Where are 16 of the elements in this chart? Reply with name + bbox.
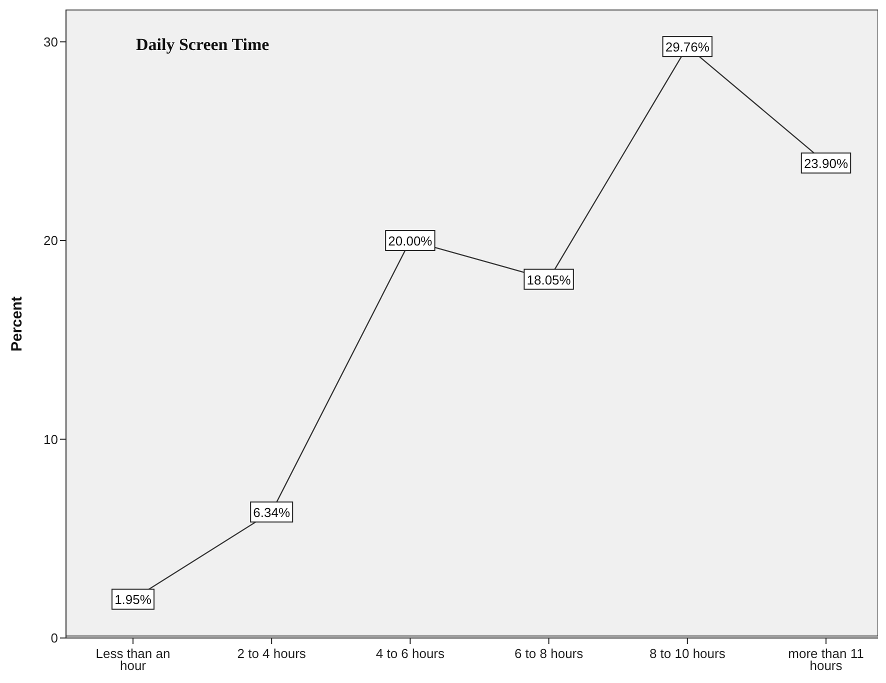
data-label: 18.05% (526, 272, 572, 288)
data-label: 23.90% (804, 156, 848, 172)
data-label: 20.00% (388, 234, 433, 249)
y-axis-title: Percent (8, 296, 26, 352)
y-tick-label: 30 (44, 34, 58, 50)
x-tick-label: 2 to 4 hours (237, 646, 306, 661)
data-label: 29.76% (665, 40, 710, 55)
x-tick-label: 6 to 8 hours (514, 646, 584, 661)
x-tick-label: Less than an hour (96, 646, 170, 673)
x-tick-label: more than 11 hours (788, 646, 864, 673)
text: Daily Screen Time (136, 35, 270, 54)
y-tick-label: 10 (44, 432, 58, 447)
x-tick-label: 8 to 10 hours (649, 646, 726, 661)
x-tick-label: 4 to 6 hours (376, 646, 446, 661)
y-tick-label: 0 (50, 630, 58, 646)
y-tick-label: 20 (44, 233, 58, 248)
